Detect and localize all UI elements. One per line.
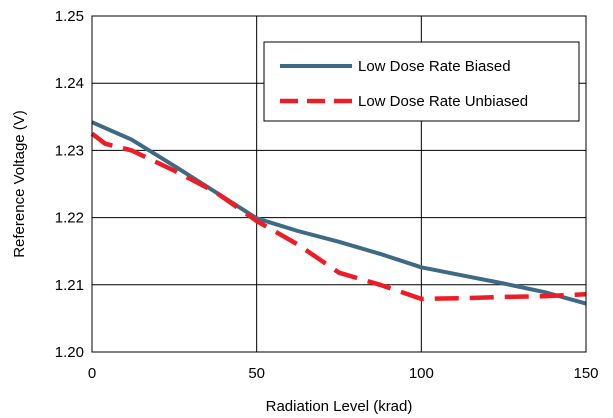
series-line-unbiased xyxy=(90,131,587,302)
x-tick-label: 100 xyxy=(409,365,434,382)
y-tick-label: 1.25 xyxy=(55,8,84,25)
x-axis-title: Radiation Level (krad) xyxy=(266,398,413,415)
y-tick-label: 1.21 xyxy=(55,277,84,294)
legend-label-biased: Low Dose Rate Biased xyxy=(358,58,511,75)
tick-labels: 1.20 1.21 1.22 1.23 1.24 1.25 0 50 100 150 xyxy=(55,8,599,382)
legend: Low Dose Rate Biased Low Dose Rate Unbia… xyxy=(263,41,580,122)
y-tick-label: 1.24 xyxy=(55,75,84,92)
x-tick-label: 150 xyxy=(573,365,598,382)
y-tick-label: 1.20 xyxy=(55,344,84,361)
x-tick-label: 0 xyxy=(88,365,96,382)
series-line-biased xyxy=(91,120,587,306)
y-axis-title: Reference Voltage (V) xyxy=(11,110,28,258)
legend-label-unbiased: Low Dose Rate Unbiased xyxy=(358,93,528,110)
series-layer xyxy=(90,120,587,306)
y-tick-label: 1.23 xyxy=(55,142,84,159)
plot-area-frame xyxy=(91,15,587,353)
x-tick-label: 50 xyxy=(248,365,265,382)
y-tick-label: 1.22 xyxy=(55,210,84,227)
legend-box xyxy=(263,41,580,122)
